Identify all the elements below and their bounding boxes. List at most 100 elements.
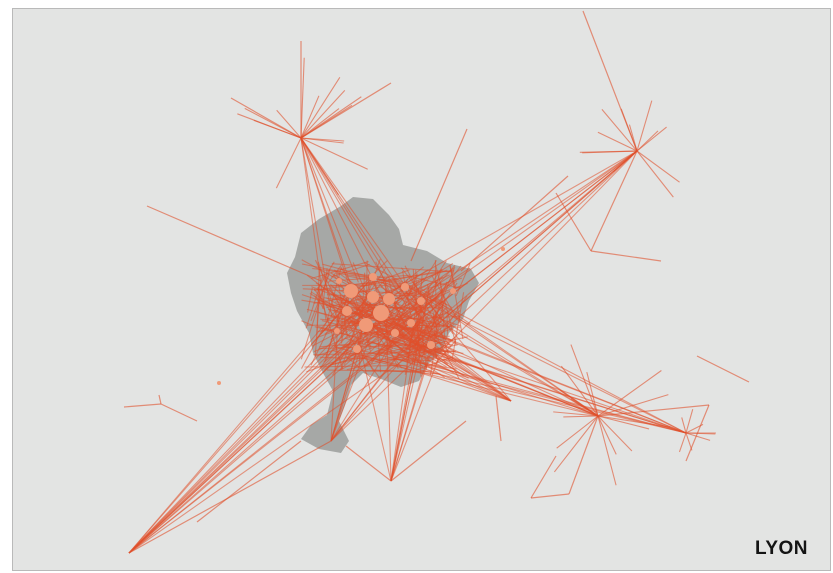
node xyxy=(336,278,342,284)
flow-line xyxy=(128,342,355,554)
flow-line xyxy=(378,351,687,434)
flow-line xyxy=(568,415,599,495)
flow-lines-layer xyxy=(123,10,750,554)
node xyxy=(391,329,399,337)
flow-line xyxy=(396,308,512,402)
flow-line xyxy=(431,268,442,298)
node xyxy=(369,273,377,281)
flow-line xyxy=(381,314,687,434)
flow-line xyxy=(128,318,331,554)
node xyxy=(342,306,352,316)
flow-line xyxy=(396,150,638,323)
flow-line xyxy=(300,82,392,139)
flow-line xyxy=(385,282,687,434)
flow-line xyxy=(597,370,662,417)
flow-line xyxy=(301,263,413,287)
city-label: LYON xyxy=(754,538,808,559)
flow-line xyxy=(563,415,599,418)
flow-line xyxy=(685,432,711,441)
flow-line xyxy=(326,267,342,321)
node xyxy=(401,283,409,291)
map-frame: LYON xyxy=(12,8,831,571)
flow-line xyxy=(553,411,599,417)
flow-line xyxy=(300,90,346,139)
flow-line xyxy=(300,95,320,139)
flow-line xyxy=(311,261,369,280)
flow-line xyxy=(681,417,687,434)
flow-line xyxy=(636,130,659,152)
flow-line xyxy=(597,404,710,417)
flow-line xyxy=(440,150,638,352)
flow-line xyxy=(300,108,340,139)
node xyxy=(417,297,425,305)
flow-line xyxy=(553,415,599,473)
flow-line xyxy=(390,420,467,482)
node xyxy=(344,284,358,298)
flow-line xyxy=(317,287,344,370)
flow-line xyxy=(582,10,638,152)
node xyxy=(450,288,456,294)
flow-line xyxy=(230,97,302,139)
flow-line xyxy=(636,150,674,198)
flow-line xyxy=(327,264,342,284)
flow-line xyxy=(393,278,687,434)
flow-line xyxy=(597,415,650,430)
flow-line xyxy=(330,313,339,442)
flow-line xyxy=(128,288,433,554)
flow-line xyxy=(419,260,447,302)
flow-line xyxy=(128,304,388,554)
flow-line xyxy=(128,310,342,554)
flow-line xyxy=(276,109,302,139)
flow-line xyxy=(345,445,392,482)
flow-line xyxy=(128,325,359,554)
flow-line xyxy=(422,357,512,402)
flow-line xyxy=(530,493,570,499)
flow-line xyxy=(696,355,750,383)
flow-line xyxy=(330,301,419,442)
flow-line xyxy=(398,325,512,402)
node xyxy=(383,293,395,305)
flow-line xyxy=(556,415,599,449)
network-map xyxy=(123,10,750,554)
flow-line xyxy=(438,150,638,336)
flow-line xyxy=(374,150,638,355)
node xyxy=(367,291,379,303)
flow-line xyxy=(300,137,327,321)
flow-line xyxy=(597,131,638,152)
flow-line xyxy=(300,137,408,307)
flow-line xyxy=(300,137,345,142)
flow-line xyxy=(361,269,410,288)
flow-line xyxy=(678,432,687,453)
flow-line xyxy=(128,309,369,554)
flow-line xyxy=(495,395,502,442)
flow-line xyxy=(253,119,302,139)
flow-line xyxy=(300,137,339,196)
flow-line xyxy=(597,415,633,452)
flow-line xyxy=(330,353,401,442)
flow-line xyxy=(530,455,557,499)
flow-line xyxy=(685,404,710,462)
flow-line xyxy=(613,150,638,173)
flow-line xyxy=(330,349,427,442)
flow-line xyxy=(597,394,669,417)
flow-line xyxy=(597,415,671,428)
node xyxy=(427,341,435,349)
node xyxy=(334,328,340,334)
flow-line xyxy=(316,311,450,357)
flow-line xyxy=(323,274,374,372)
flow-line xyxy=(555,192,592,252)
flow-line xyxy=(300,137,368,170)
flow-line xyxy=(601,109,638,152)
flow-line xyxy=(331,263,370,278)
flow-line xyxy=(128,321,423,554)
flow-line xyxy=(636,150,680,183)
flow-line xyxy=(317,261,340,323)
flow-line xyxy=(570,344,599,417)
node xyxy=(407,319,415,327)
flow-line xyxy=(390,356,440,482)
flow-line xyxy=(301,317,330,369)
flow-line xyxy=(455,263,471,297)
flow-line xyxy=(300,137,333,318)
flow-line xyxy=(636,100,653,152)
node xyxy=(217,381,221,385)
